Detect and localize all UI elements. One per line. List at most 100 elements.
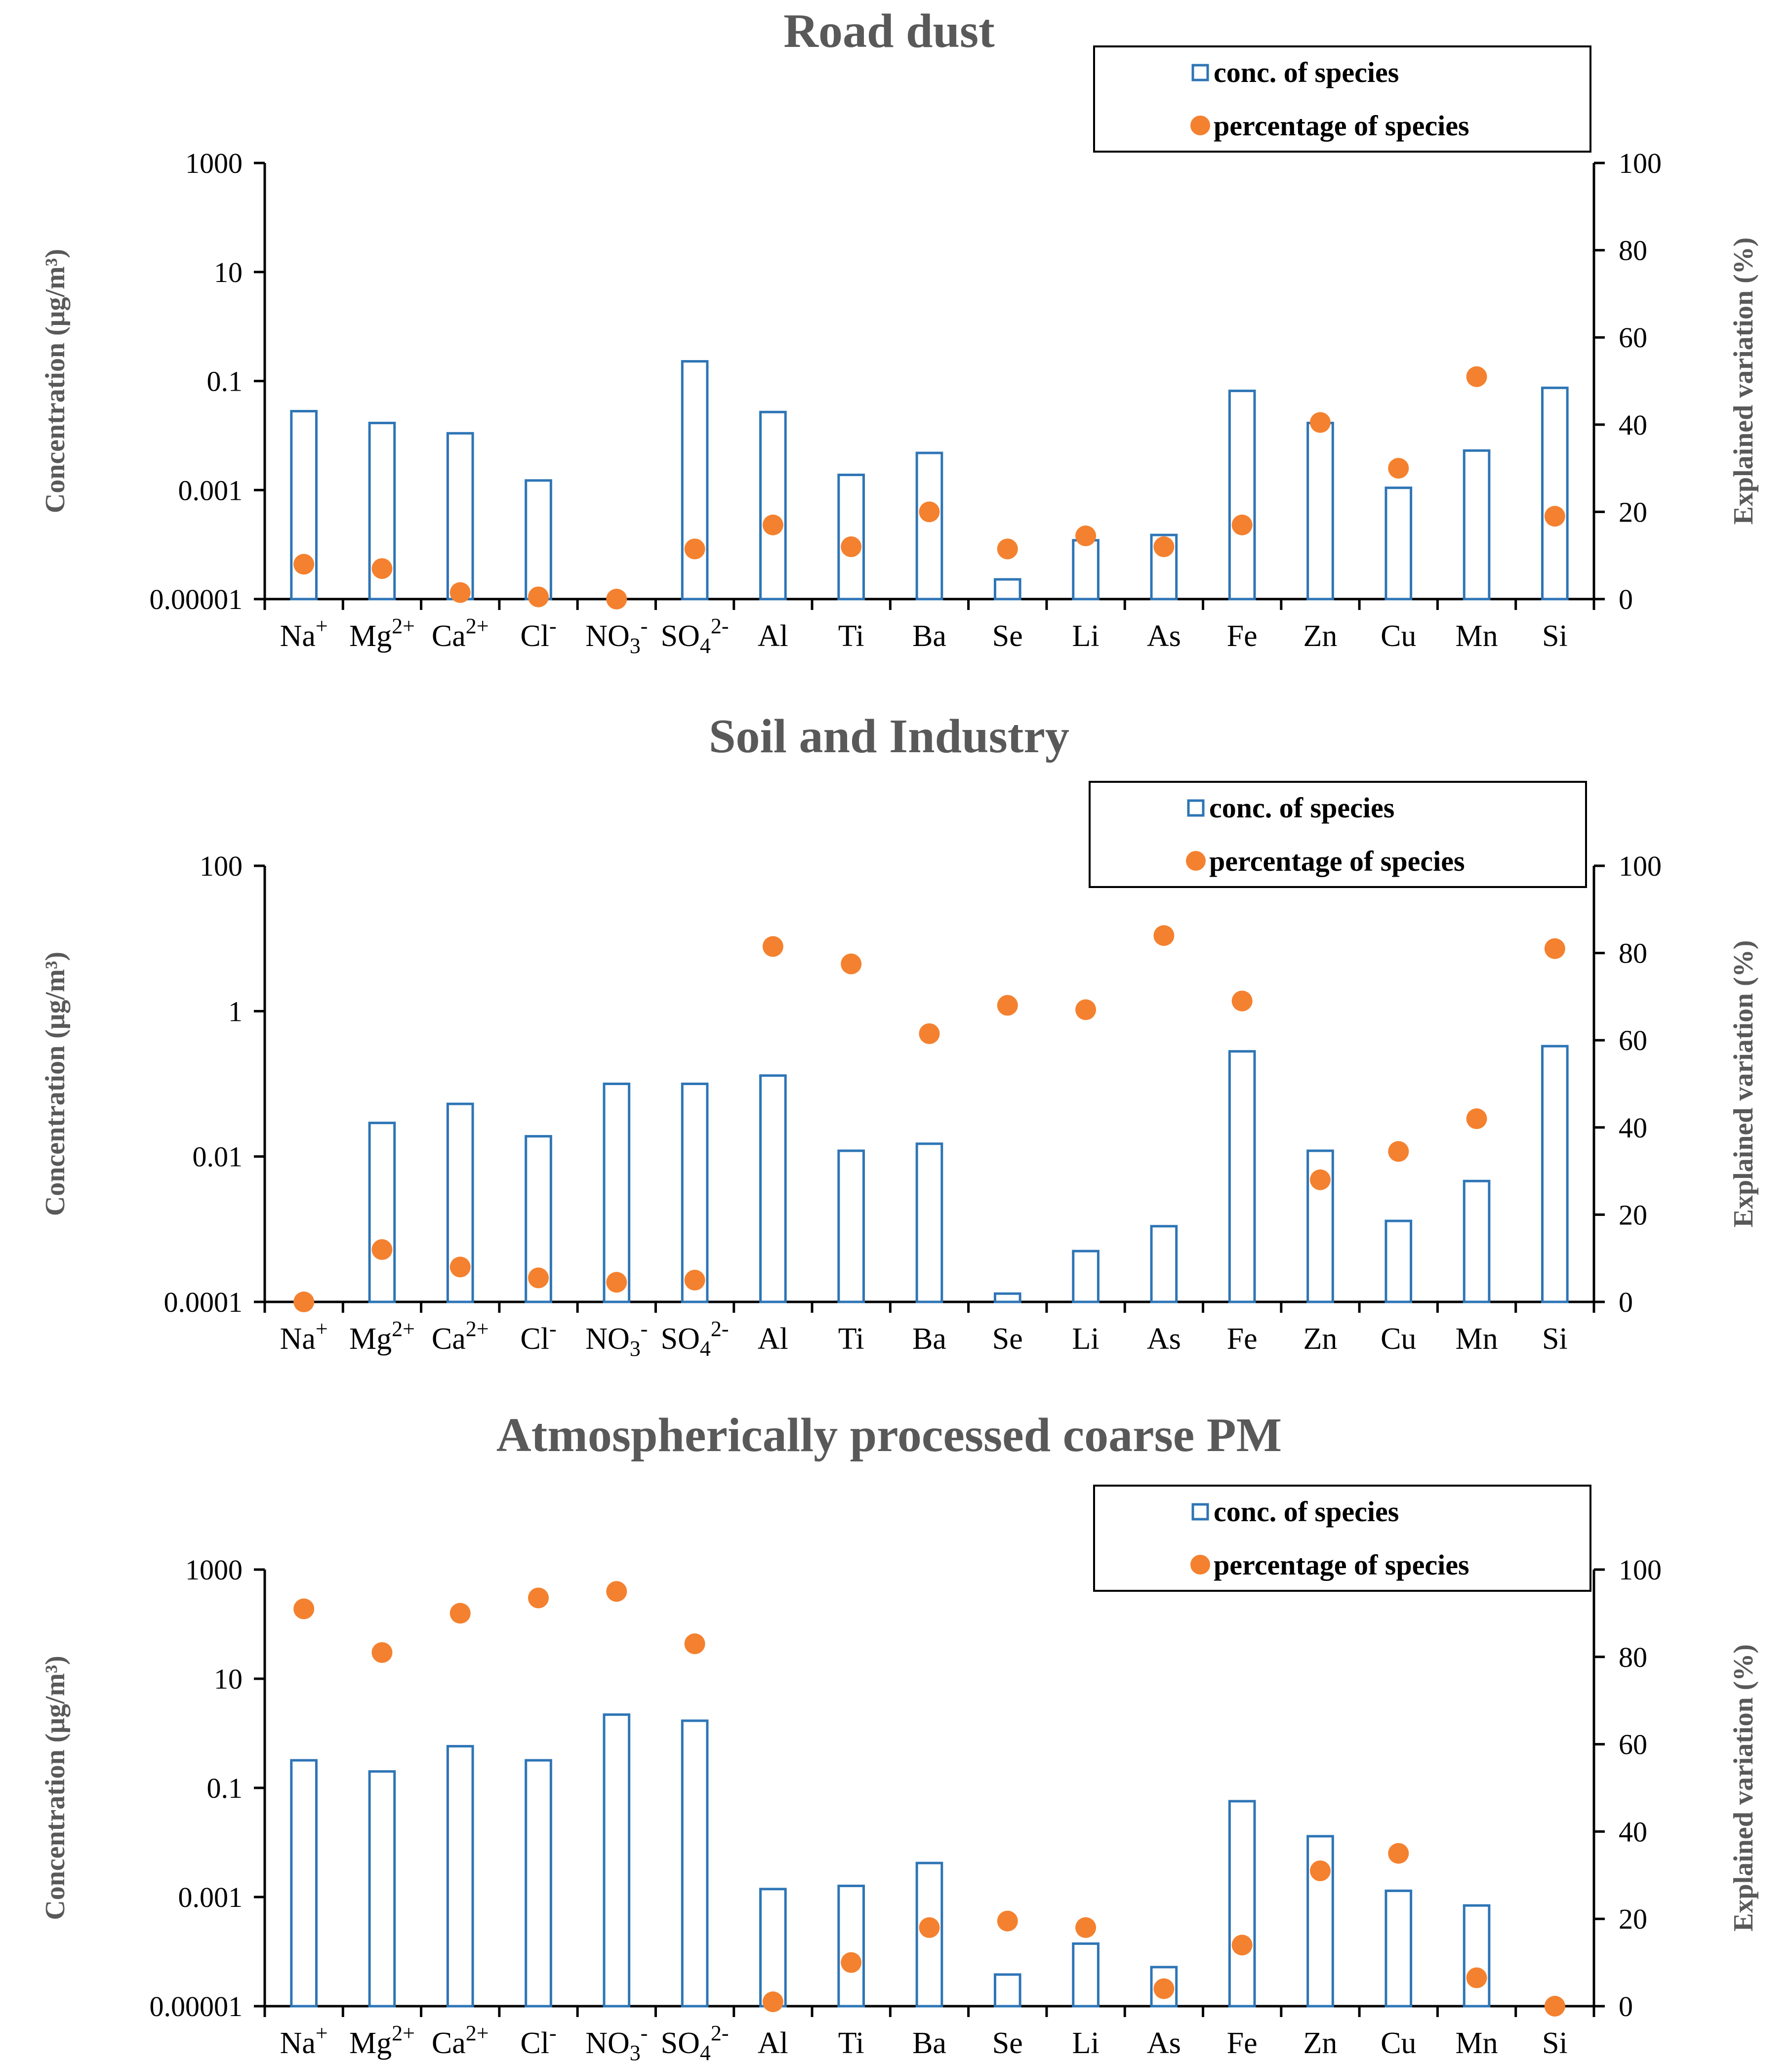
dot-percentage-as: [1153, 536, 1175, 558]
y-tick-label: 10: [214, 256, 243, 288]
dot-percentage-zn: [1309, 1169, 1331, 1190]
bar-conc-na: [290, 410, 318, 601]
x-category-label: Ca2+: [432, 2021, 489, 2060]
bar-conc-se: [993, 1292, 1021, 1303]
bar-conc-ba: [915, 451, 943, 601]
y2-tick-label: 60: [1619, 1729, 1647, 1761]
x-category-label: As: [1147, 619, 1181, 653]
y2-tick-label: 40: [1619, 409, 1647, 441]
bar-conc-cu: [1385, 486, 1413, 601]
bar-conc-as: [1150, 1225, 1178, 1303]
x-category-label: Mn: [1455, 2026, 1498, 2060]
x-category-label: Li: [1072, 619, 1100, 653]
bar-conc-ca: [446, 1102, 474, 1303]
legend-label-conc: conc. of species: [1209, 792, 1394, 824]
dot-percentage-cl: [528, 1267, 549, 1289]
chart-title: Road dust: [783, 4, 995, 58]
bar-conc-se: [993, 578, 1021, 601]
bar-conc-si: [1541, 386, 1569, 601]
x-category-label: Al: [758, 619, 788, 653]
dot-percentage-si: [1544, 1996, 1565, 2017]
dot-percentage-cu: [1388, 1843, 1409, 1864]
y-tick-label: 10: [214, 1663, 243, 1695]
dot-percentage-na: [293, 1598, 315, 1619]
y2-axis-label: Explained variation (%): [1728, 1644, 1759, 1932]
dot-percentage-li: [1075, 525, 1097, 546]
y-tick-label: 0.001: [178, 1881, 243, 1913]
bar-conc-mg: [368, 421, 396, 601]
y-tick-label: 1000: [185, 1554, 243, 1586]
x-category-label: Se: [992, 2026, 1023, 2060]
y-tick-label: 0.1: [207, 365, 243, 398]
dot-percentage-li: [1075, 999, 1097, 1020]
bar-conc-na: [290, 1759, 318, 2008]
y-axis-label: Concentration (μg/m³): [40, 249, 71, 513]
legend-box: [1089, 781, 1587, 888]
x-category-label: Ti: [838, 1322, 864, 1356]
dot-percentage-mn: [1466, 1967, 1487, 1988]
y2-tick-label: 60: [1619, 1024, 1647, 1056]
y2-tick-label: 80: [1619, 235, 1647, 267]
bar-conc-cu: [1385, 1889, 1413, 2008]
bar-conc-al: [759, 1074, 787, 1303]
bar-conc-se: [993, 1973, 1021, 2008]
bar-conc-li: [1072, 1942, 1100, 2008]
x-category-label: Fe: [1227, 619, 1258, 653]
bar-conc-ca: [446, 1745, 474, 2008]
legend-bar-swatch: [1191, 64, 1209, 81]
y2-tick-label: 80: [1619, 937, 1647, 970]
legend-label-conc: conc. of species: [1214, 1495, 1399, 1528]
bar-conc-ti: [837, 1884, 865, 2008]
x-category-label: Fe: [1227, 1322, 1258, 1356]
y-axis-label: Concentration (μg/m³): [40, 952, 71, 1216]
x-category-label: Si: [1542, 1322, 1568, 1356]
dot-percentage-al: [762, 1991, 783, 2013]
y2-tick-label: 0: [1619, 1286, 1633, 1318]
x-category-label: Al: [758, 2026, 788, 2060]
y2-tick-label: 0: [1619, 1990, 1633, 2022]
bar-conc-so: [681, 1719, 709, 2008]
legend-label-percentage: percentage of species: [1214, 110, 1469, 142]
dot-percentage-fe: [1231, 990, 1253, 1011]
y2-tick-label: 80: [1619, 1641, 1647, 1673]
dot-percentage-so: [684, 1269, 705, 1291]
dot-percentage-ca: [449, 1603, 471, 1624]
legend-dot-swatch: [1190, 116, 1210, 135]
dot-percentage-na: [293, 1292, 315, 1312]
y2-tick-label: 40: [1619, 1112, 1647, 1144]
dot-percentage-cl: [528, 586, 549, 607]
dot-percentage-mn: [1466, 366, 1487, 387]
legend: conc. of species percentage of species: [1089, 781, 1587, 888]
x-category-label: Li: [1072, 1322, 1100, 1356]
bar-conc-as: [1150, 533, 1178, 601]
x-category-label: Ca2+: [432, 1317, 489, 1356]
x-category-label: Cu: [1381, 619, 1416, 653]
y2-tick-label: 100: [1619, 1554, 1662, 1586]
x-category-label: Na+: [280, 1317, 328, 1356]
bar-conc-so: [681, 360, 709, 601]
bar-conc-fe: [1228, 1800, 1256, 2008]
x-category-label: Li: [1072, 2026, 1100, 2060]
dot-percentage-zn: [1309, 412, 1331, 433]
legend-bar-swatch: [1191, 1503, 1209, 1521]
dot-percentage-no: [606, 1272, 627, 1293]
bar-conc-zn: [1306, 1149, 1334, 1303]
legend-dot-swatch: [1190, 1555, 1210, 1575]
x-category-label: As: [1147, 1322, 1181, 1356]
x-category-label: Na+: [280, 2021, 328, 2060]
y2-tick-label: 60: [1619, 322, 1647, 354]
dot-percentage-si: [1544, 506, 1565, 527]
dot-percentage-zn: [1309, 1860, 1331, 1881]
x-category-label: SO42-: [661, 1317, 729, 1361]
legend: conc. of species percentage of species: [1093, 1485, 1591, 1592]
y2-tick-label: 20: [1619, 496, 1647, 528]
x-category-label: Si: [1542, 619, 1568, 653]
legend-bar-swatch: [1187, 799, 1205, 817]
x-category-label: Ca2+: [432, 614, 489, 653]
dot-percentage-ti: [841, 1952, 862, 1973]
y-tick-label: 1: [228, 995, 243, 1027]
dot-percentage-fe: [1231, 514, 1253, 535]
y-tick-label: 100: [200, 850, 243, 882]
x-category-label: SO42-: [661, 2021, 729, 2061]
